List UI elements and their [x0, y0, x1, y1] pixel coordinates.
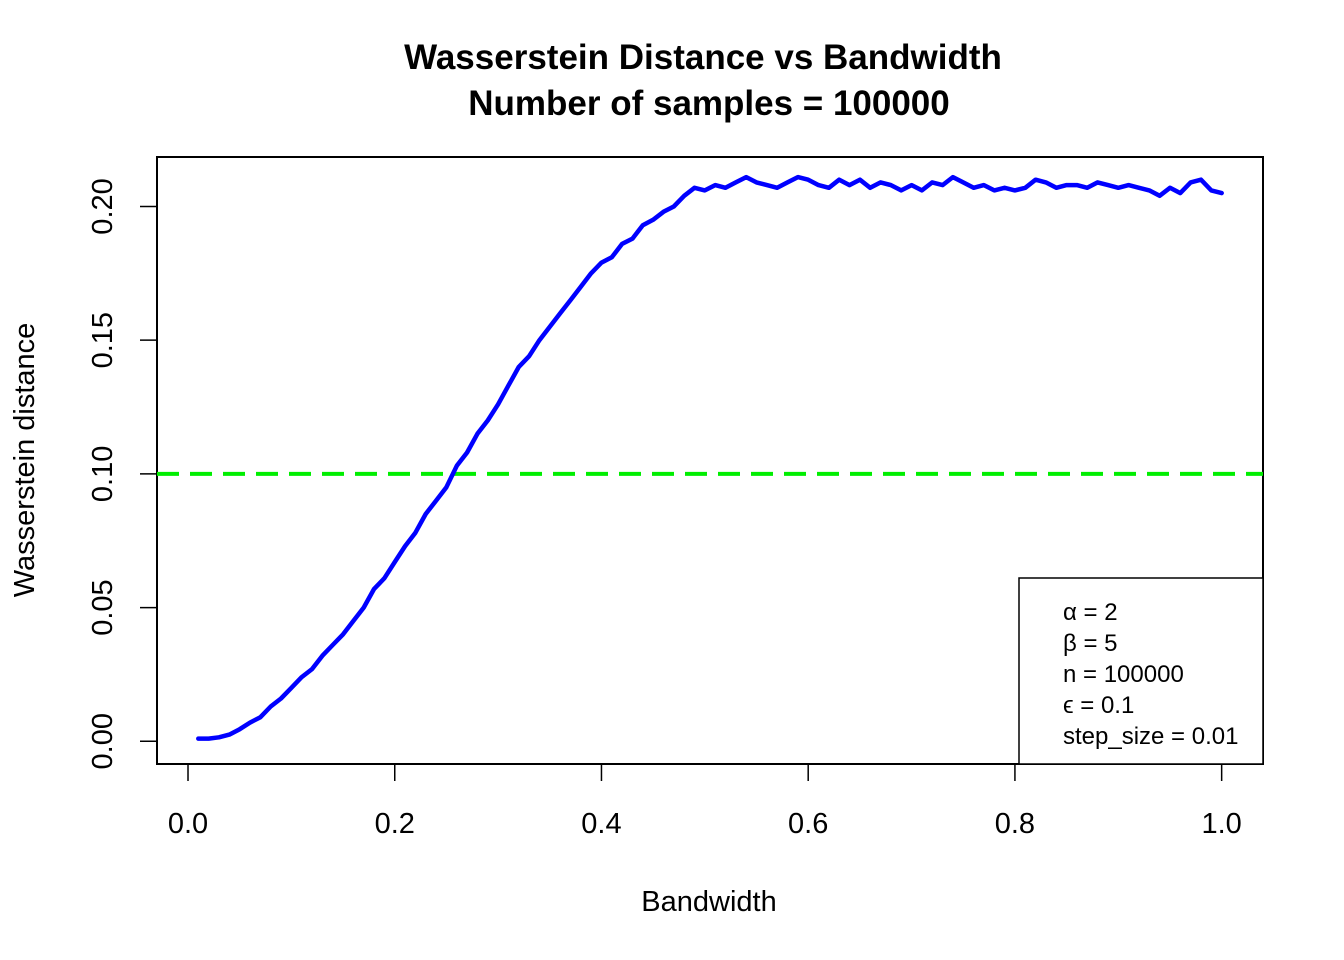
legend: α = 2 β = 5 n = 100000 ϵ = 0.1 step_size…	[1018, 577, 1264, 765]
series-line-0	[196, 174, 1224, 741]
legend-entry-beta: β = 5	[1063, 630, 1118, 657]
x-tick-label: 1.0	[1201, 808, 1241, 840]
y-tick-label: 0.10	[87, 446, 119, 502]
legend-box	[1018, 577, 1264, 765]
x-tick-label: 0.8	[995, 808, 1035, 840]
x-axis-label: Bandwidth	[641, 886, 776, 918]
y-tick-label: 0.15	[87, 312, 119, 368]
chart-title: Wasserstein Distance vs Bandwidth	[404, 38, 1002, 77]
x-axis: 0.0 0.2 0.4 0.6 0.8 1.0	[168, 763, 1242, 840]
y-tick-label: 0.05	[87, 579, 119, 635]
y-axis: 0.00 0.05 0.10 0.15 0.20	[87, 178, 158, 769]
y-tick-label: 0.20	[87, 178, 119, 234]
x-tick-label: 0.6	[788, 808, 828, 840]
legend-entry-step-size: step_size = 0.01	[1063, 723, 1238, 750]
legend-entry-alpha: α = 2	[1063, 599, 1118, 626]
legend-entry-n: n = 100000	[1063, 661, 1184, 688]
y-axis-label: Wasserstein distance	[9, 323, 41, 598]
x-tick-label: 0.0	[168, 808, 208, 840]
x-tick-label: 0.4	[581, 808, 621, 840]
x-tick-label: 0.2	[375, 808, 415, 840]
legend-entry-epsilon: ϵ = 0.1	[1063, 692, 1134, 719]
chart-subtitle: Number of samples = 100000	[468, 84, 950, 123]
y-tick-label: 0.00	[87, 713, 119, 769]
series-layer	[196, 174, 1224, 741]
